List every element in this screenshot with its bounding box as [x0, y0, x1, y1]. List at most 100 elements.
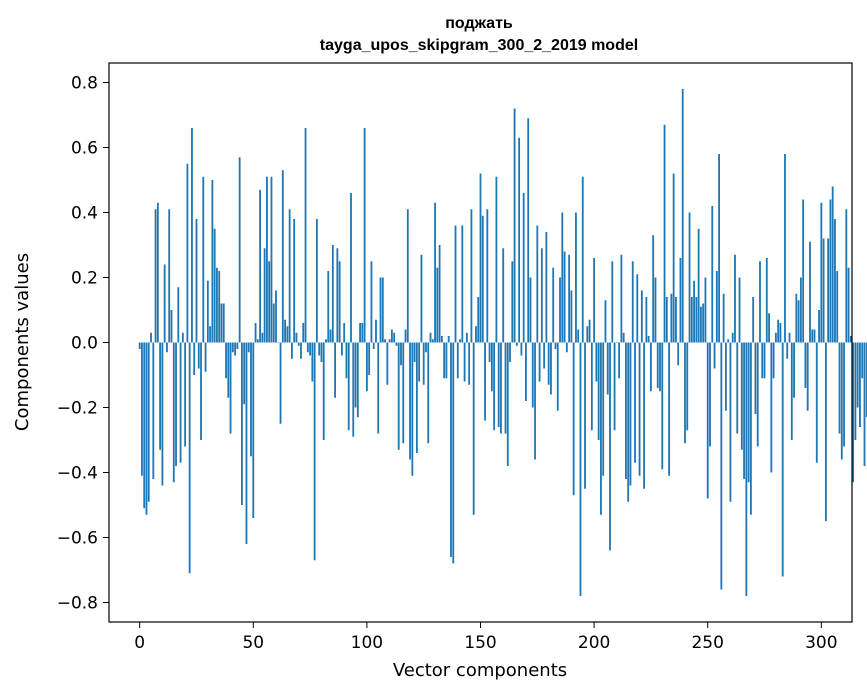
bar-286 — [788, 332, 791, 343]
bar-70 — [297, 342, 300, 346]
bar-190 — [570, 290, 573, 343]
bar-285 — [786, 342, 789, 359]
bar-315 — [854, 342, 857, 440]
bar-272 — [756, 342, 759, 447]
bar-300 — [820, 202, 823, 343]
bar-211 — [618, 342, 621, 379]
bar-40 — [229, 342, 232, 434]
bar-56 — [266, 176, 268, 343]
x-tick-label: 100 — [351, 633, 383, 653]
bar-257 — [722, 293, 725, 343]
bar-121 — [413, 342, 416, 362]
bar-288 — [793, 342, 795, 398]
bar-5 — [150, 332, 152, 343]
bar-129 — [431, 339, 434, 343]
bar-198 — [588, 319, 591, 343]
bar-163 — [509, 342, 511, 362]
x-tick-label: 50 — [242, 633, 264, 653]
bar-0 — [138, 342, 141, 349]
bar-230 — [661, 342, 664, 470]
bar-191 — [572, 342, 575, 496]
bar-148 — [475, 326, 477, 343]
bar-254 — [715, 271, 718, 343]
bar-278 — [770, 342, 773, 473]
bar-131 — [436, 267, 439, 343]
bar-146 — [470, 209, 473, 343]
x-axis-ticks: 0 50 100 150 200 250 300 — [134, 622, 838, 653]
bar-143 — [463, 342, 466, 382]
bar-68 — [293, 219, 296, 343]
bar-213 — [622, 332, 625, 343]
bar-287 — [790, 342, 793, 440]
bar-94 — [352, 342, 355, 437]
bar-111 — [390, 329, 393, 343]
bar-81 — [322, 342, 325, 440]
bar-34 — [216, 267, 218, 343]
bar-63 — [281, 170, 284, 343]
bar-93 — [350, 193, 352, 343]
bar-108 — [384, 339, 386, 343]
bar-112 — [393, 332, 396, 343]
bar-158 — [497, 342, 500, 427]
bar-206 — [606, 342, 609, 395]
bar-25 — [195, 219, 198, 343]
y-tick-label: −0.4 — [57, 464, 98, 484]
bar-180 — [547, 342, 550, 385]
bar-301 — [822, 238, 825, 343]
bar-215 — [627, 342, 630, 502]
bar-147 — [472, 342, 475, 515]
bar-181 — [550, 342, 552, 395]
y-tick-label: 0.4 — [71, 204, 98, 224]
bar-55 — [263, 248, 266, 343]
y-tick-label: −0.2 — [57, 399, 98, 419]
bar-197 — [586, 326, 589, 343]
bar-289 — [795, 293, 798, 343]
bar-243 — [690, 297, 693, 343]
bar-238 — [679, 258, 682, 343]
bar-87 — [336, 248, 339, 343]
bar-114 — [397, 342, 400, 450]
bar-137 — [450, 342, 452, 557]
bar-82 — [325, 339, 327, 343]
bar-260 — [729, 342, 732, 502]
bar-145 — [468, 342, 471, 385]
bar-52 — [256, 339, 259, 343]
bar-242 — [688, 212, 691, 343]
bar-317 — [859, 342, 861, 427]
bar-101 — [368, 342, 371, 375]
bar-80 — [320, 342, 323, 362]
bar-292 — [802, 199, 805, 343]
bar-13 — [168, 209, 171, 343]
bar-307 — [836, 271, 839, 343]
bar-217 — [631, 261, 634, 343]
bar-253 — [713, 342, 716, 369]
bar-166 — [515, 342, 518, 346]
y-tick-label: −0.8 — [57, 594, 98, 614]
bar-22 — [188, 342, 191, 574]
bar-67 — [291, 342, 293, 359]
bar-19 — [181, 332, 184, 343]
bar-8 — [156, 202, 159, 343]
bar-274 — [761, 342, 764, 379]
bar-313 — [849, 336, 852, 343]
bar-277 — [768, 313, 770, 343]
bar-173 — [531, 342, 534, 408]
bar-152 — [484, 342, 486, 421]
y-tick-label: 0.2 — [71, 269, 98, 289]
bar-247 — [699, 306, 702, 343]
bar-139 — [454, 225, 457, 343]
bar-223 — [645, 297, 648, 343]
bar-228 — [656, 342, 659, 388]
bar-276 — [765, 258, 768, 343]
bar-132 — [438, 245, 441, 343]
bar-123 — [418, 342, 421, 382]
bar-140 — [456, 342, 459, 379]
bar-76 — [311, 342, 314, 382]
bar-162 — [506, 342, 509, 466]
bar-21 — [186, 163, 189, 343]
bar-205 — [604, 300, 607, 343]
bar-84 — [329, 329, 332, 343]
bar-116 — [402, 342, 405, 444]
bar-102 — [370, 261, 373, 343]
bar-110 — [388, 339, 391, 343]
